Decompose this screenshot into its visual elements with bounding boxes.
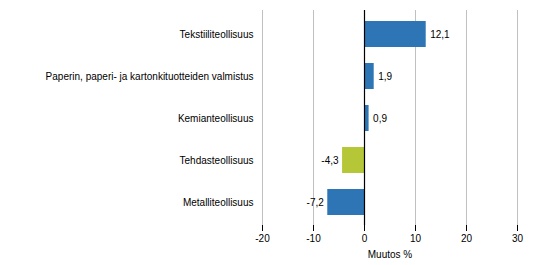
svg-text:0: 0 <box>362 233 368 244</box>
svg-text:1,9: 1,9 <box>378 71 392 82</box>
svg-text:12,1: 12,1 <box>430 29 450 40</box>
svg-text:Kemianteollisuus: Kemianteollisuus <box>178 113 254 124</box>
svg-text:20: 20 <box>461 233 473 244</box>
svg-text:-20: -20 <box>255 233 270 244</box>
svg-text:Tehdasteollisuus: Tehdasteollisuus <box>180 155 254 166</box>
svg-text:Metalliteollisuus: Metalliteollisuus <box>183 197 254 208</box>
svg-text:Tekstiiliteollisuus: Tekstiiliteollisuus <box>180 29 254 40</box>
svg-text:0,9: 0,9 <box>373 113 387 124</box>
svg-text:-4,3: -4,3 <box>321 155 339 166</box>
svg-text:-10: -10 <box>306 233 321 244</box>
svg-text:Muutos %: Muutos % <box>368 249 413 260</box>
svg-text:10: 10 <box>410 233 422 244</box>
svg-text:Paperin, paperi- ja kartonkitu: Paperin, paperi- ja kartonkituotteiden v… <box>46 71 254 82</box>
svg-text:30: 30 <box>512 233 524 244</box>
svg-text:-7,2: -7,2 <box>307 197 325 208</box>
